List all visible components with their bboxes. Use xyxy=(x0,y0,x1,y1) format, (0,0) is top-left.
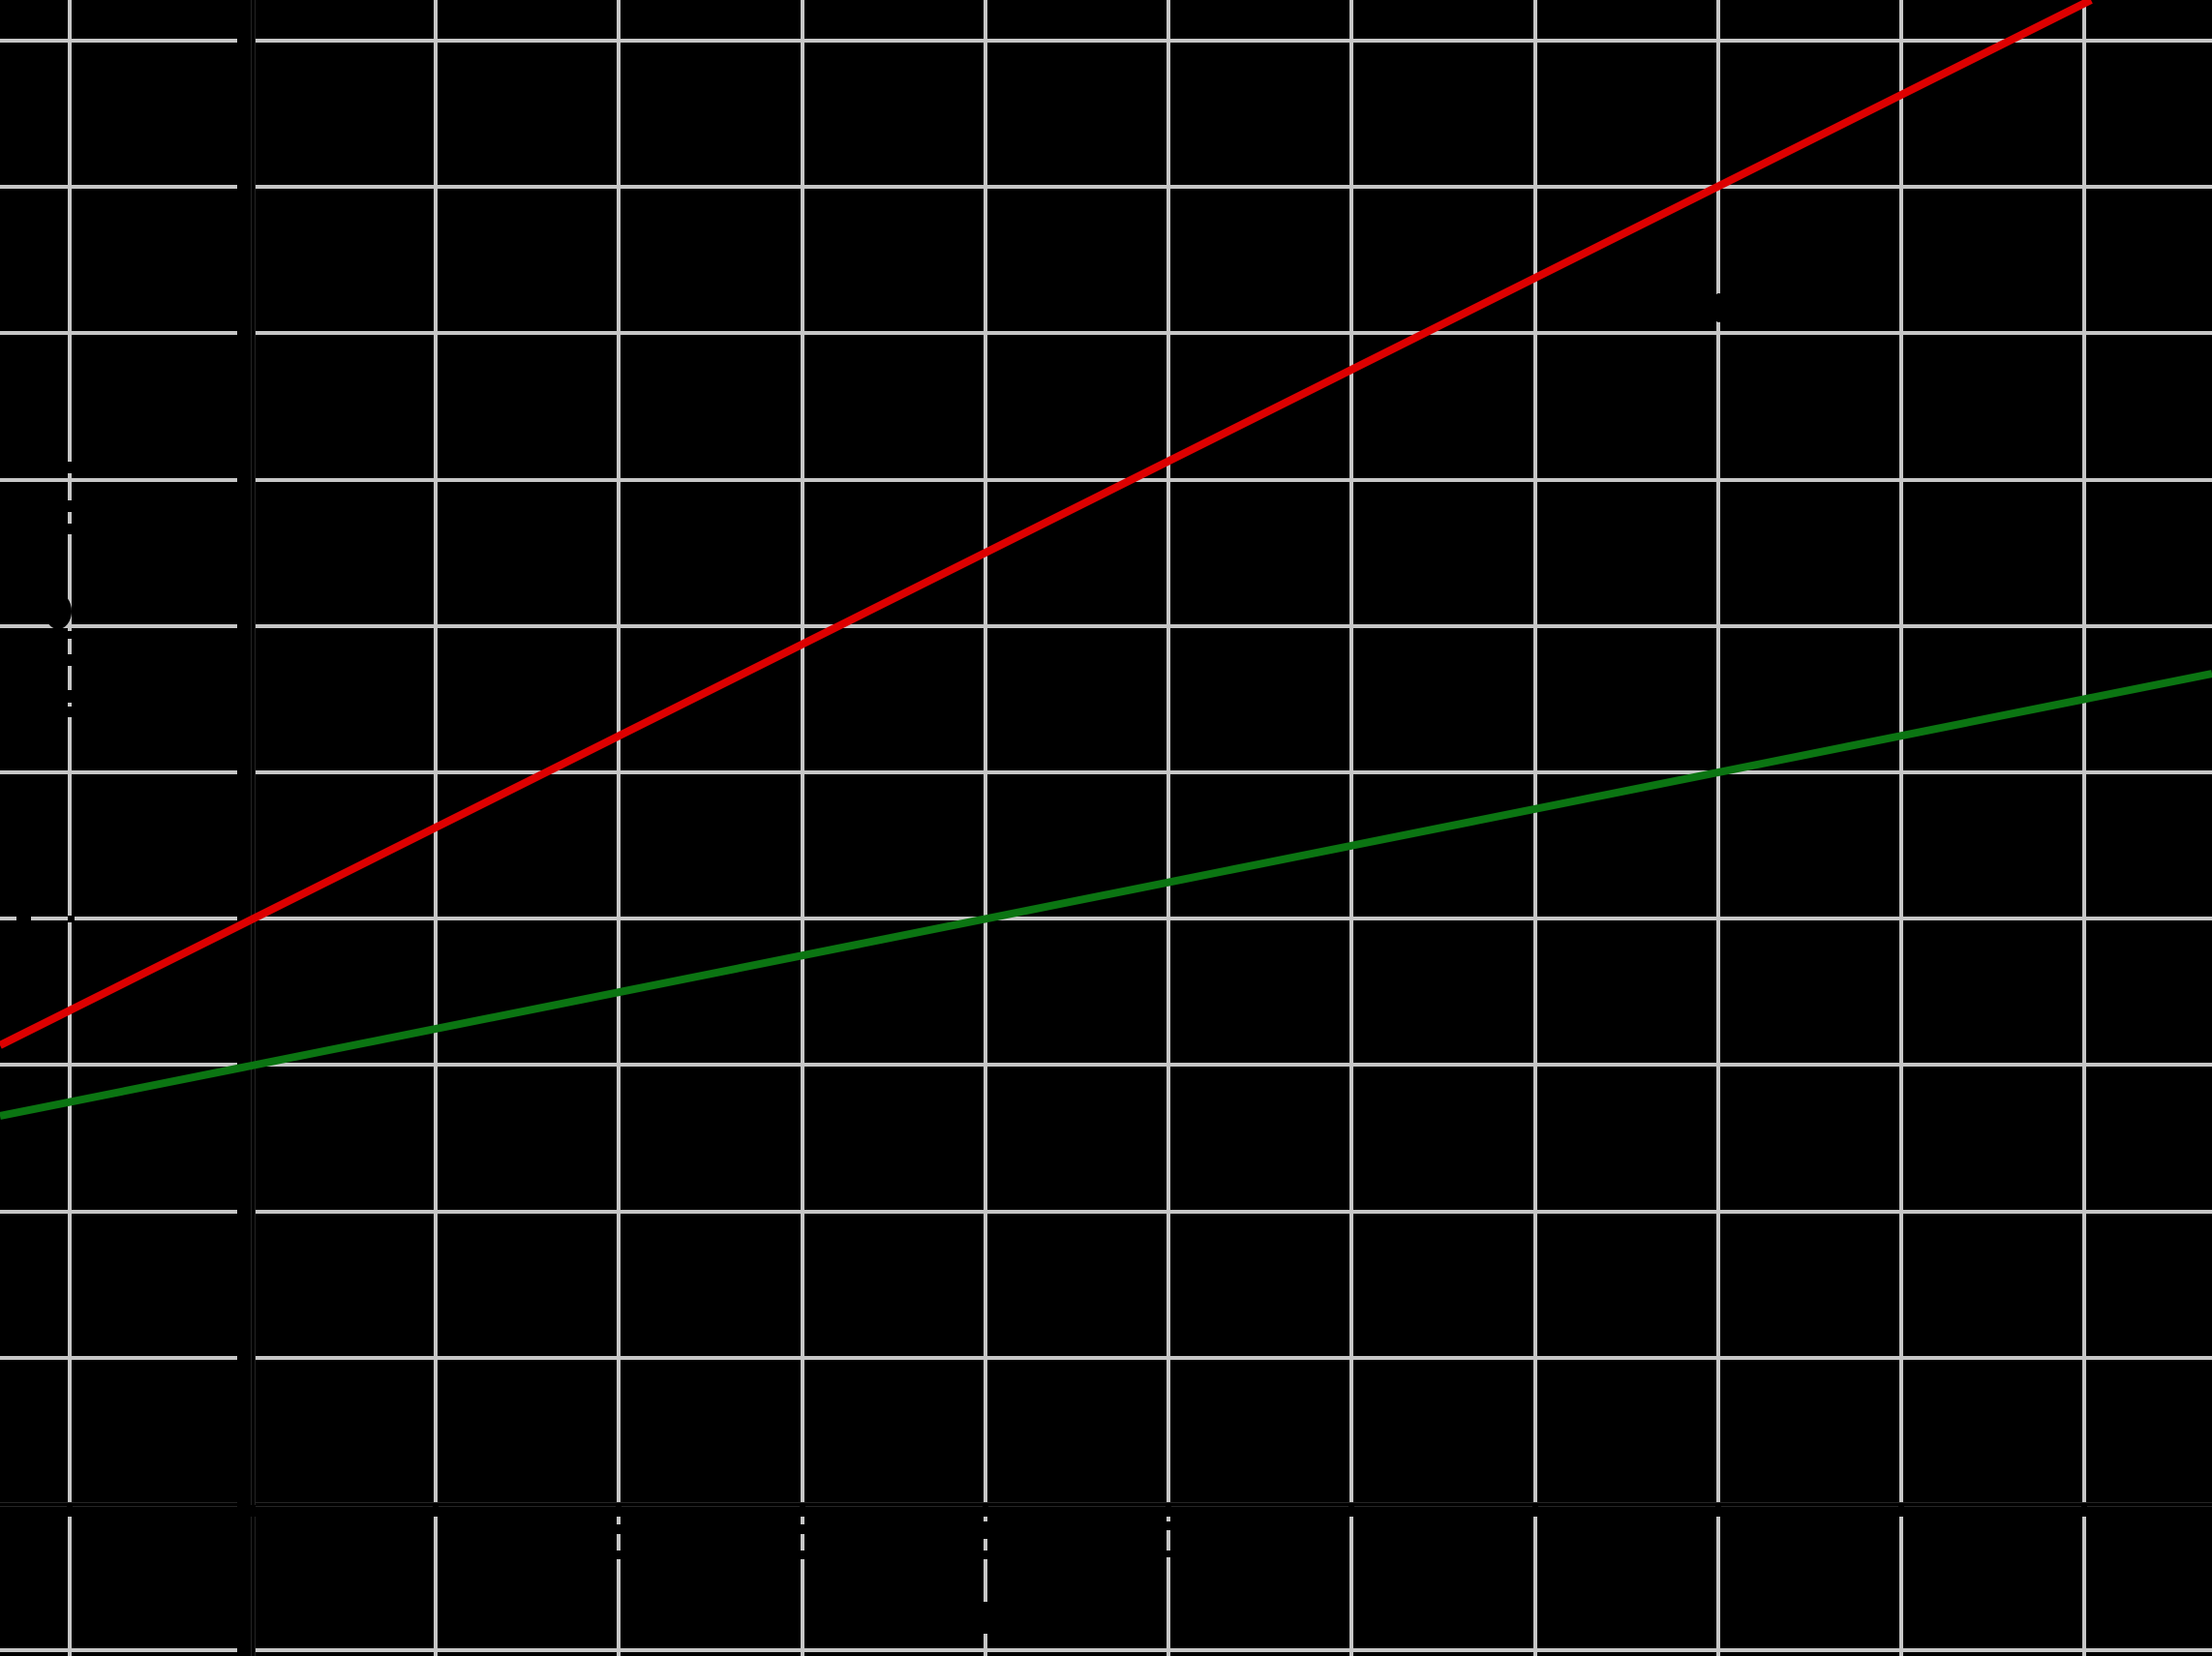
black-label-fragment xyxy=(1165,1521,1170,1530)
horizontal-gridline xyxy=(0,917,2212,920)
x-axis-tick xyxy=(1166,1505,1171,1517)
black-label-fragment xyxy=(800,1524,805,1534)
black-label-fragment xyxy=(16,916,31,922)
black-label-fragment xyxy=(67,707,73,717)
x-axis xyxy=(0,1501,2212,1507)
x-axis-tick xyxy=(800,1505,805,1517)
x-axis-tick xyxy=(983,1505,988,1517)
black-label-fragment xyxy=(66,654,72,666)
horizontal-gridline xyxy=(0,185,2212,189)
vertical-gridline xyxy=(984,0,987,1656)
horizontal-gridline xyxy=(0,1356,2212,1360)
y-axis-tick xyxy=(237,623,251,629)
y-axis-tick xyxy=(237,916,251,921)
x-axis-tick xyxy=(67,1505,73,1517)
black-label-fragment xyxy=(983,1521,988,1539)
black-label-fragment xyxy=(68,916,75,922)
y-axis-tick xyxy=(237,184,251,190)
horizontal-gridline xyxy=(0,39,2212,43)
black-label-fragment xyxy=(616,1551,621,1559)
horizontal-gridline xyxy=(0,1210,2212,1214)
black-label-fragment xyxy=(616,1524,621,1534)
y-axis-tick xyxy=(237,1355,251,1361)
black-label-fragment xyxy=(66,690,72,703)
vertical-gridline xyxy=(2082,0,2086,1656)
x-axis-tick xyxy=(1348,1505,1354,1517)
y-axis-tick xyxy=(237,1501,251,1507)
horizontal-gridline xyxy=(0,1063,2212,1067)
vertical-gridline xyxy=(68,0,72,1656)
horizontal-gridline xyxy=(0,770,2212,774)
horizontal-gridline xyxy=(0,478,2212,482)
x-axis-tick xyxy=(1898,1505,1904,1517)
vertical-gridline xyxy=(1167,0,1170,1656)
x-axis-tick xyxy=(2081,1505,2087,1517)
black-label-fragment xyxy=(983,1551,988,1559)
black-label-fragment xyxy=(983,1602,988,1634)
y-axis-tick xyxy=(237,769,251,775)
horizontal-gridline xyxy=(0,331,2212,335)
red-line[interactable] xyxy=(0,0,2093,1049)
vertical-gridline xyxy=(1716,0,1720,1656)
y-axis-tick xyxy=(237,1209,251,1215)
black-label-fragment xyxy=(68,500,73,512)
x-axis-tick xyxy=(1532,1505,1538,1517)
y-axis-tick xyxy=(237,1647,251,1653)
horizontal-gridline xyxy=(0,1648,2212,1652)
black-label-fragment xyxy=(68,524,73,534)
y-axis-tick xyxy=(237,38,251,44)
black-label-fragment xyxy=(800,1551,805,1559)
x-axis-tick xyxy=(616,1505,621,1517)
vertical-gridline xyxy=(1349,0,1353,1656)
black-label-fragment xyxy=(45,593,72,629)
x-axis-tick xyxy=(433,1505,439,1517)
black-label-fragment xyxy=(67,631,72,639)
horizontal-gridline xyxy=(0,624,2212,628)
x-axis-tick xyxy=(1715,1505,1721,1517)
vertical-gridline xyxy=(1533,0,1537,1656)
green-line[interactable] xyxy=(0,670,2212,1120)
y-axis-tick xyxy=(237,330,251,336)
vertical-gridline xyxy=(801,0,804,1656)
black-label-fragment xyxy=(1712,293,1725,322)
vertical-gridline xyxy=(1899,0,1903,1656)
black-label-fragment xyxy=(1165,1551,1170,1557)
vertical-gridline xyxy=(617,0,621,1656)
black-label-fragment xyxy=(68,462,73,473)
y-axis xyxy=(250,0,256,1656)
x-axis-tick xyxy=(250,1505,256,1517)
y-axis-tick xyxy=(237,477,251,483)
